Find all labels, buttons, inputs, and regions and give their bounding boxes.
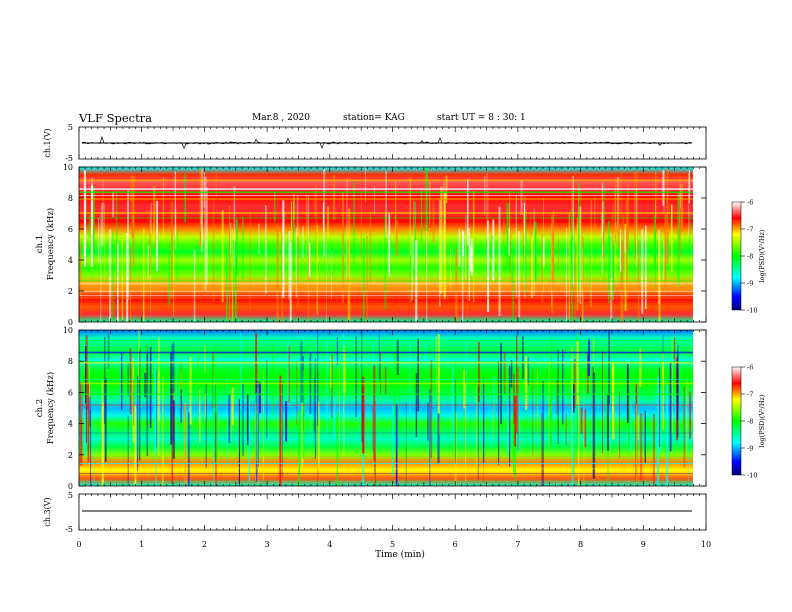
date-label: Mar.8 , 2020 [252,113,310,123]
ch1-ytick-top: 5 [68,123,73,132]
ch2-spec-ylabel-channel: ch.2 [35,399,45,417]
colorbar-tick-label: -6 [747,199,753,207]
xtick-label: 7 [515,540,520,549]
ytick-label: 0 [68,482,73,491]
ch1-spectrogram: 0 2 4 6 8 10 ch.1 Frequency (kHz) [35,163,707,327]
colorbar-tick-label: -10 [747,472,757,480]
ch3-frame [78,493,707,531]
xtick-label: 3 [265,540,270,549]
ch3-ytick-bottom: -5 [65,525,73,534]
colorbar-tick-label: -7 [747,226,753,234]
xtick-label: 0 [76,540,81,549]
xtick-label: 2 [202,540,207,549]
colorbar-tick-label: -10 [747,307,757,315]
ch1-ylabel: ch.1(V) [43,128,52,157]
ch2-spec-ylabel-freq: Frequency (kHz) [45,372,56,444]
ytick-label: 4 [68,420,73,429]
ch2-spectrogram: 0 2 4 6 8 10 ch.2 Frequency (kHz) [35,326,707,491]
ch1-ytick-bottom: -5 [65,154,73,163]
ch1-trace-detail [81,135,693,150]
ytick-label: 10 [63,326,73,335]
start-time-label: start UT = 8 : 30: 1 [437,113,526,123]
ytick-label: 8 [68,194,73,203]
ch3-ylabel: ch.3(V) [43,497,52,526]
colorbar-label: log(PSD)(V²/Hz) [758,394,766,447]
ytick-label: 6 [68,388,73,397]
ch2-colorbar: -6 -7 -8 -9 -10 log(PSD)(V²/Hz) [731,364,766,480]
colorbar-tick-label: -7 [747,391,753,399]
ch1-spec-ylabel-freq: Frequency (kHz) [45,208,56,280]
colorbar-tick-label: -8 [747,418,753,426]
xtick-label: 10 [701,540,711,549]
ytick-label: 6 [68,225,73,234]
time-axis: 0 1 2 3 4 5 6 7 8 9 10 [76,127,711,549]
ytick-label: 8 [68,357,73,366]
ytick-label: 2 [68,451,73,460]
ch1-colorbar: -6 -7 -8 -9 -10 log(PSD)(V²/Hz) [731,199,766,315]
chart-title: VLF Spectra [79,111,153,125]
colorbar-tick-label: -6 [747,364,753,372]
ch3-panel: 5 -5 ch.3(V) [43,491,707,534]
xtick-label: 1 [139,540,144,549]
xtick-label: 5 [390,540,395,549]
ytick-label: 2 [68,287,73,296]
ytick-label: 0 [68,318,73,327]
ch3-ytick-top: 5 [68,491,73,500]
ytick-label: 10 [63,163,73,172]
xtick-label: 6 [453,540,458,549]
ch1-spec-ylabel-channel: ch.1 [35,235,45,253]
time-axis-label: Time (min) [375,549,425,560]
station-label: station= KAG [343,113,405,123]
ch1-panel: 5 -5 ch.1(V) [43,123,707,163]
ytick-label: 4 [68,256,73,265]
colorbar-tick-label: -9 [747,445,753,453]
xtick-label: 4 [327,540,332,549]
xtick-label: 9 [641,540,646,549]
colorbar-tick-label: -9 [747,280,753,288]
colorbar-label: log(PSD)(V²/Hz) [758,229,766,282]
xtick-label: 8 [578,540,583,549]
colorbar-tick-label: -8 [747,253,753,261]
